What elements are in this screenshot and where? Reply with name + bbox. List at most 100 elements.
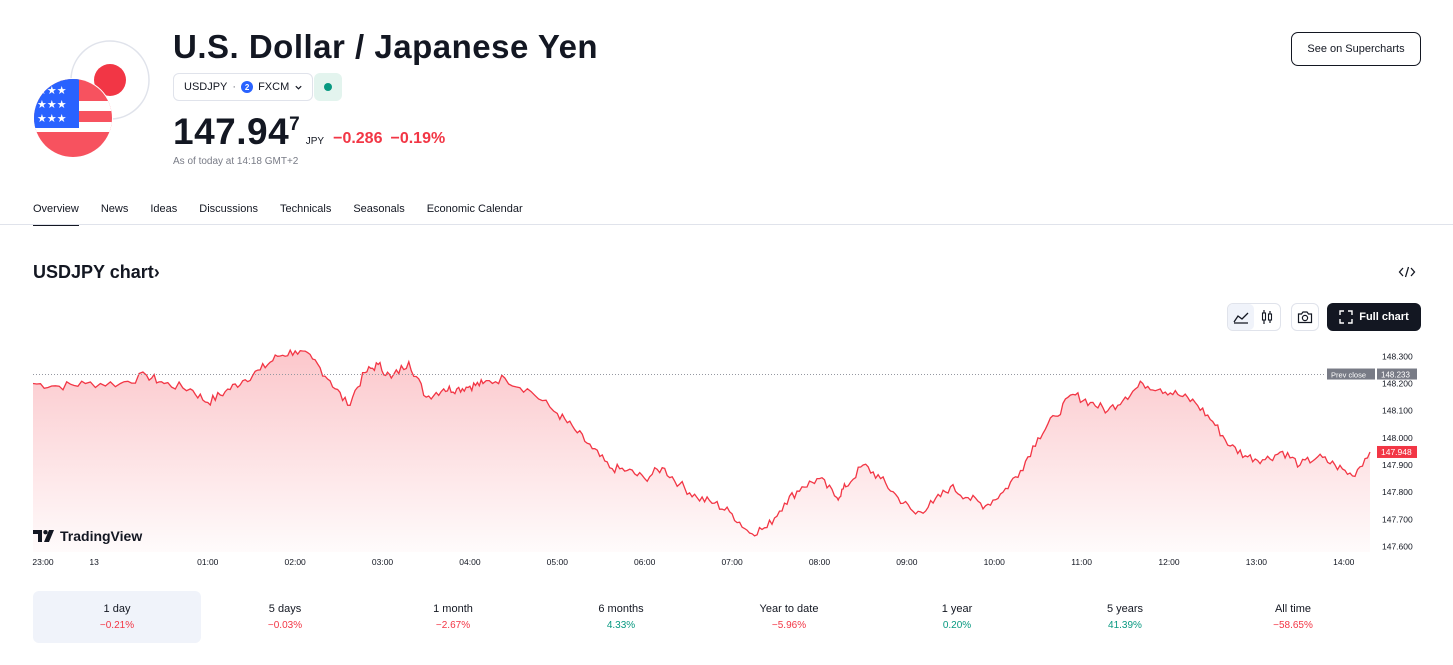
period-value: 0.20%	[942, 620, 972, 631]
prev-close-label: Prev close	[1331, 371, 1366, 380]
period-label: All time	[1274, 603, 1312, 615]
x-tick-label: 03:00	[372, 557, 394, 567]
period-value: 41.39%	[1108, 620, 1142, 631]
period-label: 1 month	[433, 603, 473, 615]
chevron-right-icon: ›	[153, 262, 160, 282]
period-label: 5 years	[1106, 603, 1144, 615]
prev-close-value: 148.233	[1381, 371, 1410, 380]
period-label: Year to date	[759, 603, 819, 615]
see-on-supercharts-button[interactable]: See on Supercharts	[1291, 32, 1421, 66]
x-tick-label: 05:00	[547, 557, 569, 567]
y-tick-label: 147.600	[1382, 542, 1413, 552]
candles-style-button[interactable]	[1254, 304, 1280, 330]
price-block: 147.94 7 JPY −0.286 −0.19%	[173, 112, 445, 152]
period-1-month[interactable]: 1 month −2.67%	[369, 591, 537, 643]
symbol-label: USDJPY	[184, 81, 228, 93]
svg-text:★★★: ★★★	[37, 98, 67, 111]
y-tick-label: 147.900	[1382, 460, 1413, 470]
snapshot-button[interactable]	[1291, 303, 1319, 331]
period-6-months[interactable]: 6 months 4.33%	[537, 591, 705, 643]
currency-pair-logo: ★★★★★★★★★	[33, 40, 150, 158]
last-price-value: 147.948	[1381, 447, 1412, 457]
x-tick-label: 13:00	[1246, 557, 1268, 567]
market-status-badge[interactable]	[314, 73, 342, 101]
x-tick-label: 12:00	[1158, 557, 1180, 567]
period-value: −58.65%	[1273, 620, 1313, 631]
exchange-label: FXCM	[258, 81, 290, 93]
period-value: −0.03%	[267, 620, 303, 631]
price-change-percent: −0.19%	[390, 130, 446, 147]
x-tick-label: 23:00	[32, 557, 54, 567]
price-chart[interactable]: 148.300 148.200 148.100 148.000 147.900 147.8…	[0, 340, 1453, 575]
price-timestamp: As of today at 14:18 GMT+2	[173, 156, 299, 167]
tradingview-logo-icon	[33, 530, 54, 542]
svg-text:★★★: ★★★	[37, 112, 67, 125]
period-5-years[interactable]: 5 years 41.39%	[1041, 591, 1209, 643]
tradingview-wordmark: TradingView	[60, 528, 143, 544]
period-label: 1 year	[941, 603, 973, 615]
period-year-to-date[interactable]: Year to date −5.96%	[705, 591, 873, 643]
x-tick-label: 11:00	[1071, 557, 1092, 567]
symbol-selector[interactable]: USDJPY · 2 FXCM	[173, 73, 314, 101]
tab-news[interactable]: News	[100, 203, 129, 215]
expand-icon	[1339, 310, 1353, 324]
candles-icon	[1261, 310, 1273, 324]
last-price: 147.94	[173, 111, 290, 152]
x-tick-label: 08:00	[809, 557, 831, 567]
y-tick-label: 148.200	[1382, 378, 1413, 388]
period-value: −0.21%	[99, 620, 135, 631]
chevron-down-icon	[295, 85, 302, 90]
prev-close-badge	[1327, 368, 1375, 380]
x-tick-label: 02:00	[285, 557, 307, 567]
x-tick-label: 01:00	[197, 557, 219, 567]
x-tick-label: 09:00	[896, 557, 918, 567]
period-label: 1 day	[103, 603, 131, 615]
y-tick-label: 148.000	[1382, 433, 1413, 443]
price-change: −0.286	[333, 130, 383, 147]
prev-close-value-badge	[1377, 368, 1417, 380]
chart-title-text: USDJPY chart	[33, 262, 154, 282]
y-tick-label: 148.300	[1382, 351, 1413, 361]
tab-bar: Overview News Ideas Discussions Technica…	[33, 200, 545, 226]
period-label: 5 days	[268, 603, 302, 615]
period-1-day[interactable]: 1 day −0.21%	[33, 591, 201, 643]
tab-technicals[interactable]: Technicals	[279, 203, 332, 215]
tradingview-brand: TradingView	[33, 528, 142, 544]
period-value: −5.96%	[771, 620, 807, 631]
camera-icon	[1297, 311, 1313, 324]
x-tick-label: 06:00	[634, 557, 656, 567]
tab-divider	[0, 224, 1453, 225]
tab-overview[interactable]: Overview	[33, 200, 79, 226]
tab-seasonals[interactable]: Seasonals	[353, 203, 405, 215]
y-tick-label: 148.100	[1382, 406, 1413, 416]
price-series-line	[32, 348, 1371, 537]
market-open-dot-icon	[324, 83, 332, 91]
period-5-days[interactable]: 5 days −0.03%	[201, 591, 369, 643]
period-all-time[interactable]: All time −58.65%	[1209, 591, 1377, 643]
period-1-year[interactable]: 1 year 0.20%	[873, 591, 1041, 643]
price-area-fill	[33, 350, 1370, 552]
x-tick-label: 04:00	[459, 557, 481, 567]
chart-style-toggle	[1227, 303, 1281, 331]
tab-ideas[interactable]: Ideas	[150, 203, 178, 215]
x-tick-label: 07:00	[721, 557, 743, 567]
period-label: 6 months	[598, 603, 644, 615]
x-tick-label: 14:00	[1333, 557, 1355, 567]
y-tick-label: 147.700	[1382, 514, 1413, 524]
x-tick-label: 10:00	[984, 557, 1006, 567]
chart-section-title[interactable]: USDJPY chart›	[33, 262, 160, 283]
last-price-pipette: 7	[289, 114, 300, 135]
tab-economic-calendar[interactable]: Economic Calendar	[426, 203, 523, 215]
period-value: −2.67%	[435, 620, 471, 631]
full-chart-button[interactable]: Full chart	[1327, 303, 1421, 331]
tab-discussions[interactable]: Discussions	[199, 203, 258, 215]
page-title: U.S. Dollar / Japanese Yen	[173, 28, 599, 65]
period-value: 4.33%	[606, 620, 636, 631]
separator: ·	[232, 81, 237, 93]
code-icon[interactable]	[1398, 264, 1416, 280]
performance-periods: 1 day −0.21% 5 days −0.03% 1 month −2.67% 6…	[33, 591, 1423, 643]
area-chart-style-button[interactable]	[1228, 304, 1254, 330]
price-currency: JPY	[305, 136, 325, 147]
y-tick-label: 147.800	[1382, 487, 1413, 497]
area-chart-icon	[1233, 312, 1249, 324]
